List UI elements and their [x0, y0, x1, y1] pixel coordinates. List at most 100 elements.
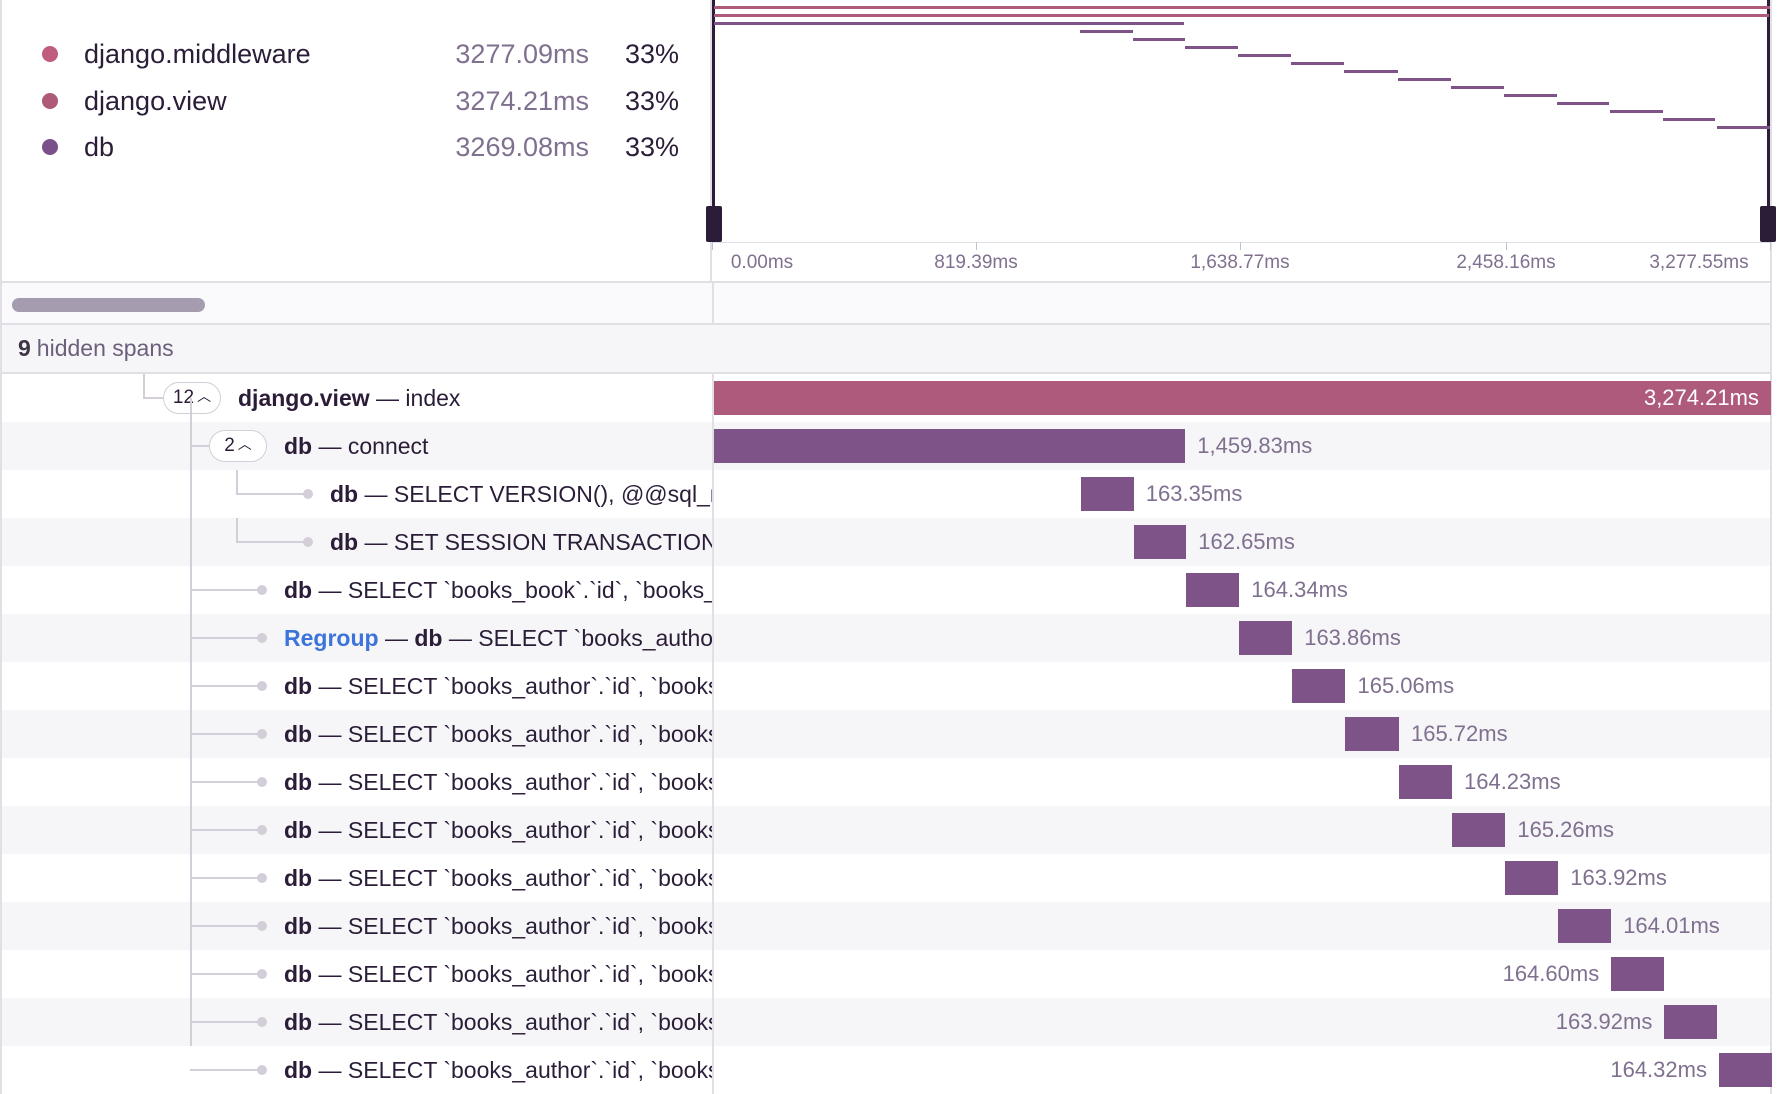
timeline-minimap[interactable]: 0.00ms 819.39ms 1,638.77ms 2,458.16ms 3,… — [706, 0, 1776, 283]
tree-connector — [236, 541, 308, 543]
axis-tick-label: 3,277.55ms — [1649, 252, 1749, 273]
span-bar-track: 165.72ms — [714, 710, 1772, 758]
span-row[interactable]: db — SELECT `books_author`.`id`, `books_… — [2, 710, 1770, 758]
tree-connector — [190, 733, 262, 735]
span-label: db — SELECT `books_author`.`id`, `books_… — [284, 913, 712, 939]
span-duration-bar[interactable] — [1451, 813, 1506, 847]
span-duration-bar[interactable] — [1664, 1005, 1718, 1039]
axis-tick-label: 2,458.16ms — [1456, 252, 1556, 273]
axis-tick-label: 0.00ms — [730, 252, 794, 273]
minimap-span-line — [1185, 46, 1239, 49]
minimap-span-line — [1080, 30, 1133, 33]
minimap-right-handle[interactable] — [1767, 0, 1770, 240]
span-duration-label: 163.35ms — [1145, 481, 1243, 506]
span-node-dot-icon — [257, 969, 267, 979]
span-row[interactable]: db — SELECT `books_book`.`id`, `books_bo… — [2, 566, 1770, 614]
span-duration-bar[interactable] — [1186, 573, 1240, 607]
tree-connector — [190, 973, 262, 975]
horizontal-scrollbar-row — [0, 283, 1772, 325]
span-row[interactable]: Regroup — db — SELECT `books_author`.`id… — [2, 614, 1770, 662]
column-divider — [712, 374, 714, 1094]
span-row[interactable]: db — SELECT `books_author`.`id`, `books_… — [2, 998, 1770, 1046]
span-duration-label: 164.34ms — [1251, 577, 1348, 602]
span-label: db — SELECT `books_author`.`id`, `books_… — [284, 673, 712, 699]
span-row[interactable]: 2 ︿ db — connect 1,459.83ms — [2, 422, 1770, 470]
span-duration-bar[interactable] — [1505, 861, 1559, 895]
span-label: db — SELECT `books_author`.`id`, `books_… — [284, 961, 712, 987]
legend-percent: 33% — [624, 85, 679, 116]
legend-dot-icon — [42, 93, 58, 109]
span-label: db — SELECT `books_author`.`id`, `books_… — [284, 721, 712, 747]
span-label: db — SELECT `books_author`.`id`, `books_… — [284, 817, 712, 843]
span-row[interactable]: db — SELECT `books_author`.`id`, `books_… — [2, 806, 1770, 854]
chevron-up-icon: ︿ — [197, 388, 212, 404]
span-node-dot-icon — [257, 633, 267, 643]
span-label: db — SELECT `books_book`.`id`, `books_bo… — [284, 577, 712, 603]
span-node-dot-icon — [257, 921, 267, 931]
minimap-span-line — [1291, 62, 1345, 65]
legend-name: db — [84, 131, 115, 162]
minimap-left-grip[interactable] — [706, 206, 722, 242]
span-duration-bar[interactable] — [1292, 669, 1346, 703]
span-row[interactable]: db — SELECT `books_author`.`id`, `books_… — [2, 854, 1770, 902]
span-duration-bar[interactable] — [1398, 765, 1452, 799]
children-count: 12 — [172, 387, 195, 408]
span-duration-bar[interactable] — [1558, 909, 1612, 943]
span-children-toggle[interactable]: 12 ︿ — [163, 382, 221, 414]
span-row[interactable]: db — SELECT `books_author`.`id`, `books_… — [2, 758, 1770, 806]
span-duration-bar[interactable] — [714, 381, 1771, 415]
span-bar-track: 163.92ms — [714, 998, 1772, 1046]
minimap-span-line — [1450, 86, 1504, 89]
legend-duration: 3274.21ms — [455, 85, 589, 116]
span-row[interactable]: 12 ︿ django.view — index 3,274.21ms — [2, 374, 1772, 422]
span-duration-bar[interactable] — [1133, 525, 1187, 559]
span-row[interactable]: db — SET SESSION TRANSACTION ISOLATION L… — [2, 518, 1770, 566]
minimap-span-line — [1238, 54, 1292, 57]
minimap-right-grip[interactable] — [1760, 206, 1776, 242]
span-duration-bar[interactable] — [1081, 477, 1134, 511]
minimap-left-handle[interactable] — [712, 0, 715, 240]
tree-connector — [190, 445, 210, 447]
minimap-span-line — [714, 6, 1770, 9]
span-tree: 12 ︿ django.view — index 3,274.21ms 2 ︿ db… — [0, 374, 1772, 1094]
regroup-link[interactable]: Regroup — [284, 625, 379, 651]
span-duration-label: 164.32ms — [1610, 1057, 1707, 1082]
span-row[interactable]: db — SELECT VERSION(), @@sql_mode 163.35… — [2, 470, 1770, 518]
span-duration-label: 163.86ms — [1304, 625, 1401, 650]
span-row[interactable]: db — SELECT `books_author`.`id`, `books_… — [2, 950, 1770, 998]
tree-connector — [190, 829, 262, 831]
span-duration-bar[interactable] — [1718, 1053, 1772, 1087]
tree-connector — [190, 781, 262, 783]
span-duration-label: 163.92ms — [1555, 1009, 1653, 1034]
tree-connector — [143, 397, 163, 399]
span-row[interactable]: db — SELECT `books_author`.`id`, `books_… — [2, 902, 1770, 950]
span-node-dot-icon — [257, 585, 267, 595]
span-row[interactable]: db — SELECT `books_author`.`id`, `books_… — [2, 662, 1770, 710]
span-label: db — SET SESSION TRANSACTION ISOLATION L… — [330, 529, 712, 555]
legend-name: django.middleware — [84, 38, 311, 69]
hidden-spans-toggle[interactable]: 9 hidden spans — [0, 325, 1772, 374]
span-duration-bar[interactable] — [1239, 621, 1293, 655]
span-duration-bar[interactable] — [714, 429, 1186, 463]
tree-connector — [190, 685, 262, 687]
span-children-toggle[interactable]: 2 ︿ — [209, 430, 267, 462]
legend-duration: 3277.09ms — [455, 38, 589, 69]
span-duration-bar[interactable] — [1611, 957, 1665, 991]
span-label: db — SELECT `books_author`.`id`, `books_… — [284, 1009, 712, 1035]
minimap-span-line — [1717, 126, 1770, 129]
span-duration-bar[interactable] — [1345, 717, 1399, 751]
tree-connector — [190, 1069, 262, 1071]
span-node-dot-icon — [303, 489, 313, 499]
tree-connector — [190, 637, 262, 639]
minimap-span-line — [1132, 38, 1186, 41]
span-bar-track: 164.01ms — [714, 902, 1772, 950]
span-duration-label: 163.92ms — [1570, 865, 1667, 890]
span-row[interactable]: db — SELECT `books_author`.`id`, `books_… — [2, 1046, 1772, 1094]
span-bar-track: 3,274.21ms — [714, 374, 1772, 422]
span-node-dot-icon — [257, 1065, 267, 1075]
legend-name: django.view — [84, 85, 227, 116]
span-bar-track: 162.65ms — [714, 518, 1772, 566]
horizontal-scrollbar-thumb[interactable] — [12, 298, 205, 312]
tree-connector — [143, 374, 145, 398]
span-bar-track: 165.06ms — [714, 662, 1772, 710]
